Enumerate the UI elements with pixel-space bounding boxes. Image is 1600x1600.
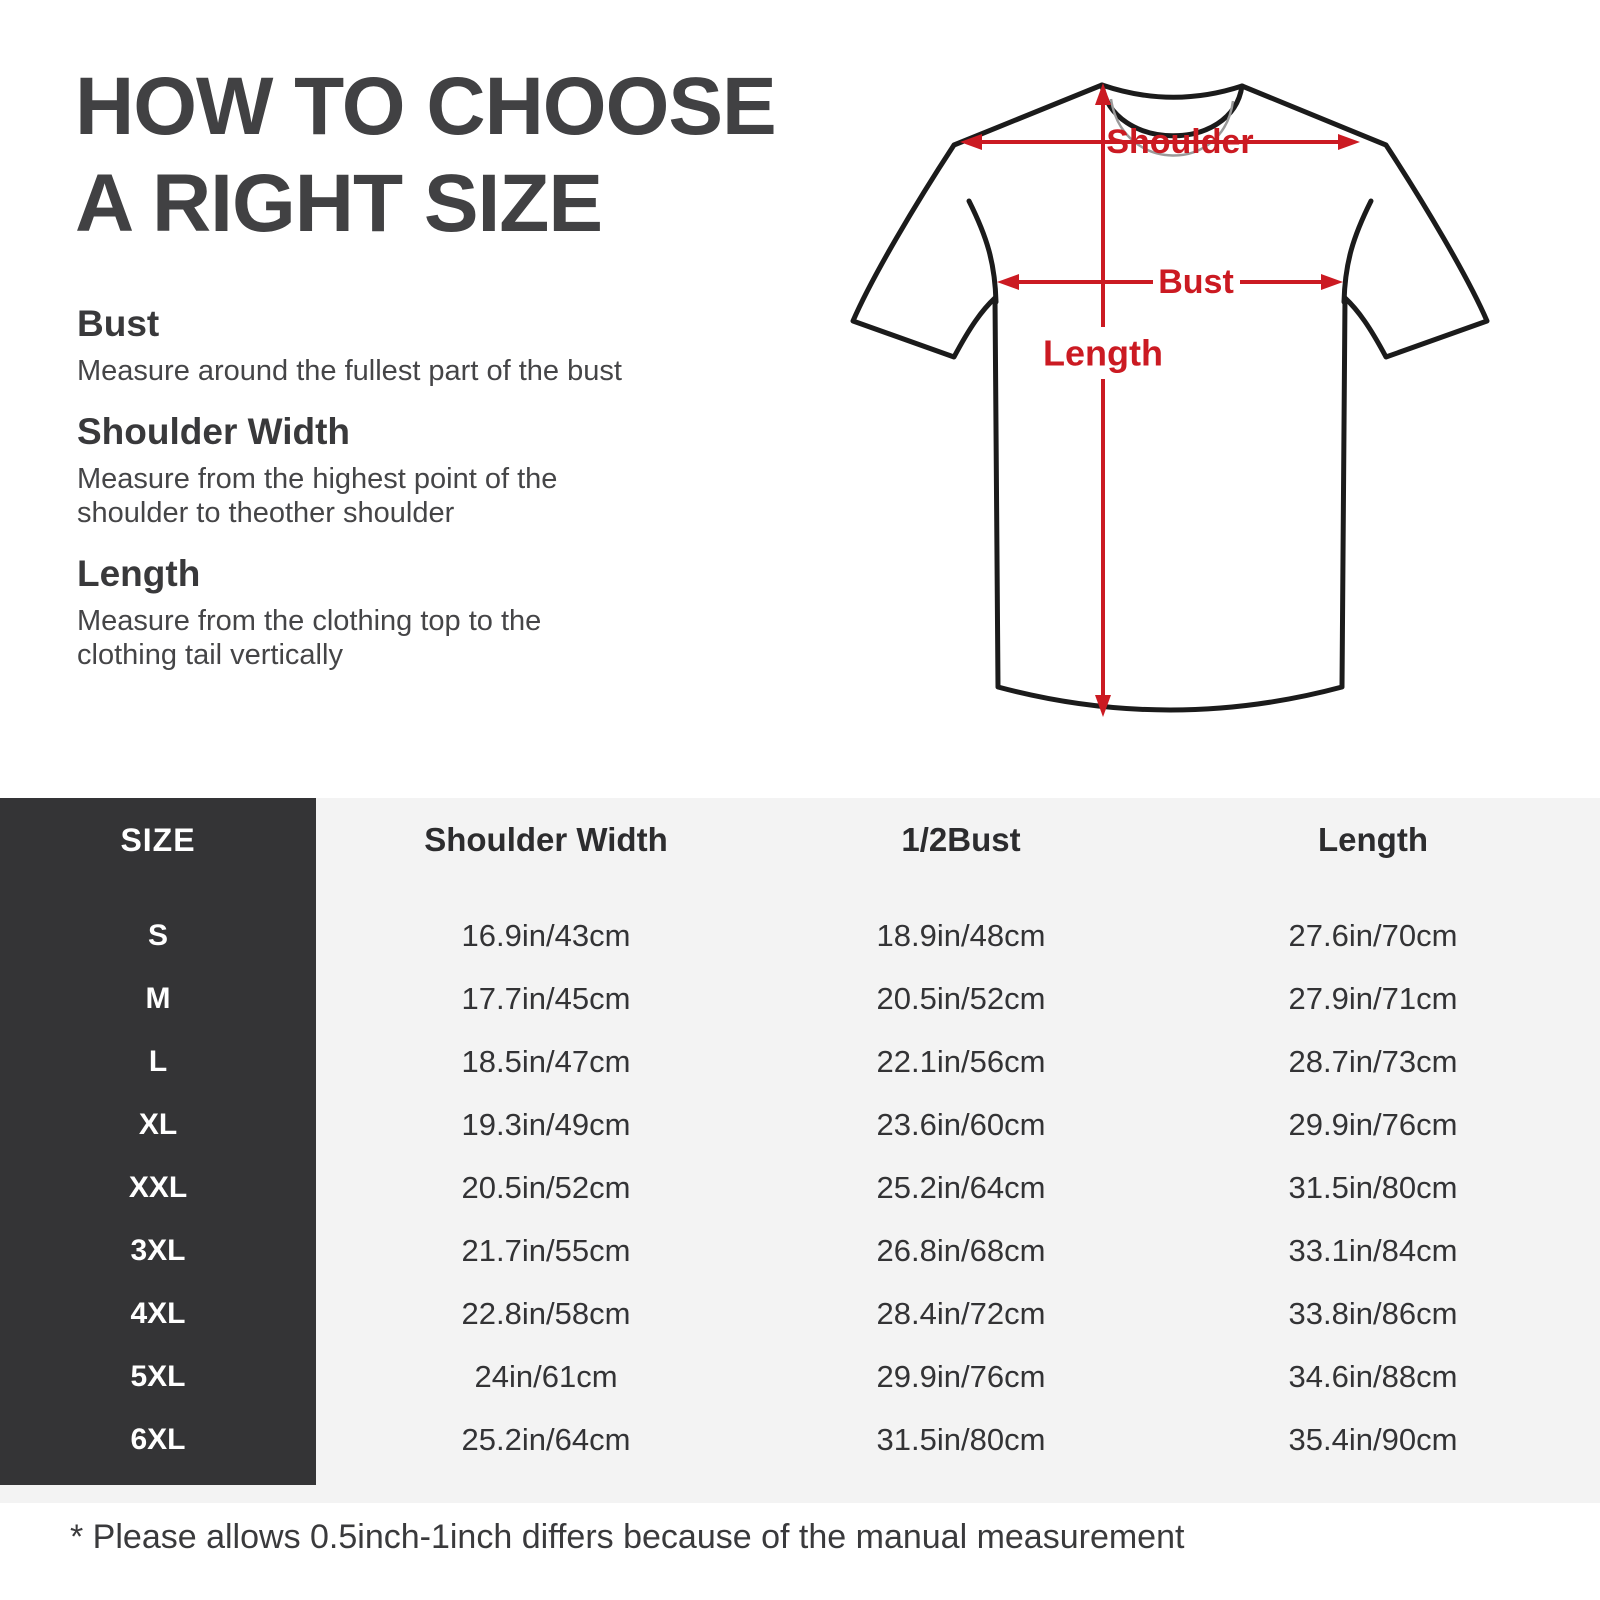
length-value: 28.7in/73cm — [1288, 1043, 1458, 1079]
section-text-bust: Measure around the fullest part of the b… — [77, 355, 622, 387]
size-label: L — [148, 1044, 168, 1078]
section-heading-bust: Bust — [77, 303, 160, 344]
section-text-length: Measure from the clothing top to the clot… — [77, 605, 542, 671]
size-label: 4XL — [130, 1296, 186, 1330]
table-row: XL 19.3in/49cm 23.6in/60cm 29.9in/76cm — [0, 1093, 1600, 1156]
length-value: 33.1in/84cm — [1288, 1232, 1458, 1268]
measurement-arrows — [960, 83, 1360, 717]
shoulder-arrow-icon — [960, 134, 1360, 150]
table-row: 5XL 24in/61cm 29.9in/76cm 34.6in/88cm — [0, 1345, 1600, 1408]
bust-value: 22.1in/56cm — [876, 1043, 1046, 1079]
shoulder-value: 25.2in/64cm — [461, 1421, 631, 1457]
table-header-shoulder-width: Shoulder Width — [424, 821, 668, 858]
bust-arrow-icon — [997, 274, 1343, 290]
measurement-instructions: Bust Measure around the fullest part of … — [77, 302, 717, 694]
bust-value: 29.9in/76cm — [876, 1358, 1046, 1394]
length-value: 27.9in/71cm — [1288, 980, 1458, 1016]
bust-value: 23.6in/60cm — [876, 1106, 1046, 1142]
tshirt-outline-icon — [850, 82, 1490, 713]
table-header-size: SIZE — [120, 821, 196, 858]
bust-arrow-label: Bust — [1158, 263, 1234, 301]
length-value: 27.6in/70cm — [1288, 917, 1458, 953]
bust-value: 20.5in/52cm — [876, 980, 1046, 1016]
size-label: XXL — [128, 1170, 188, 1204]
table-row: 4XL 22.8in/58cm 28.4in/72cm 33.8in/86cm — [0, 1282, 1600, 1345]
shoulder-value: 18.5in/47cm — [461, 1043, 631, 1079]
shoulder-value: 16.9in/43cm — [461, 917, 631, 953]
size-label: 3XL — [130, 1233, 186, 1267]
size-label: XL — [138, 1107, 178, 1141]
length-arrow-icon — [1095, 83, 1111, 717]
table-row: 3XL 21.7in/55cm 26.8in/68cm 33.1in/84cm — [0, 1219, 1600, 1282]
section-text-shoulder: Measure from the highest point of the sho… — [77, 463, 558, 529]
length-value: 34.6in/88cm — [1288, 1358, 1458, 1394]
section-heading-length: Length — [77, 553, 201, 594]
table-header-length: Length — [1318, 821, 1428, 858]
size-column-panel — [0, 798, 316, 1485]
section-heading-shoulder: Shoulder Width — [77, 411, 351, 452]
page-title-line2: A RIGHT SIZE — [75, 158, 603, 249]
table-row: 6XL 25.2in/64cm 31.5in/80cm 35.4in/90cm — [0, 1408, 1600, 1471]
table-row: XXL 20.5in/52cm 25.2in/64cm 31.5in/80cm — [0, 1156, 1600, 1219]
page-title-line1: HOW TO CHOOSE — [75, 61, 777, 152]
collar-seam-icon — [1109, 98, 1235, 157]
size-label: 6XL — [130, 1422, 186, 1456]
size-label: M — [145, 981, 171, 1015]
page-title: HOW TO CHOOSE A RIGHT SIZE — [75, 58, 777, 252]
length-value: 29.9in/76cm — [1288, 1106, 1458, 1142]
bust-value: 26.8in/68cm — [876, 1232, 1046, 1268]
shoulder-value: 20.5in/52cm — [461, 1169, 631, 1205]
length-value: 31.5in/80cm — [1288, 1169, 1458, 1205]
table-row: M 17.7in/45cm 20.5in/52cm 27.9in/71cm — [0, 967, 1600, 1030]
tshirt-diagram-icon: Shoulder Bust Length — [850, 82, 1490, 717]
table-row: L 18.5in/47cm 22.1in/56cm 28.7in/73cm — [0, 1030, 1600, 1093]
length-value: 33.8in/86cm — [1288, 1295, 1458, 1331]
bust-value: 28.4in/72cm — [876, 1295, 1046, 1331]
size-label: 5XL — [130, 1359, 186, 1393]
measurement-disclaimer: * Please allows 0.5inch-1inch differs be… — [70, 1518, 1185, 1556]
table-header-half-bust: 1/2Bust — [901, 821, 1021, 858]
table-row: S 16.9in/43cm 18.9in/48cm 27.6in/70cm — [0, 904, 1600, 967]
shoulder-value: 19.3in/49cm — [461, 1106, 631, 1142]
shoulder-value: 17.7in/45cm — [461, 980, 631, 1016]
length-value: 35.4in/90cm — [1288, 1421, 1458, 1457]
size-label: S — [147, 918, 168, 952]
shoulder-value: 24in/61cm — [474, 1358, 618, 1394]
length-arrow-label: Length — [1043, 333, 1163, 374]
shoulder-arrow-label: Shoulder — [1106, 123, 1253, 161]
bust-value: 31.5in/80cm — [876, 1421, 1046, 1457]
shoulder-value: 21.7in/55cm — [461, 1232, 631, 1268]
bust-value: 25.2in/64cm — [876, 1169, 1046, 1205]
shoulder-value: 22.8in/58cm — [461, 1295, 631, 1331]
bust-value: 18.9in/48cm — [876, 917, 1046, 953]
